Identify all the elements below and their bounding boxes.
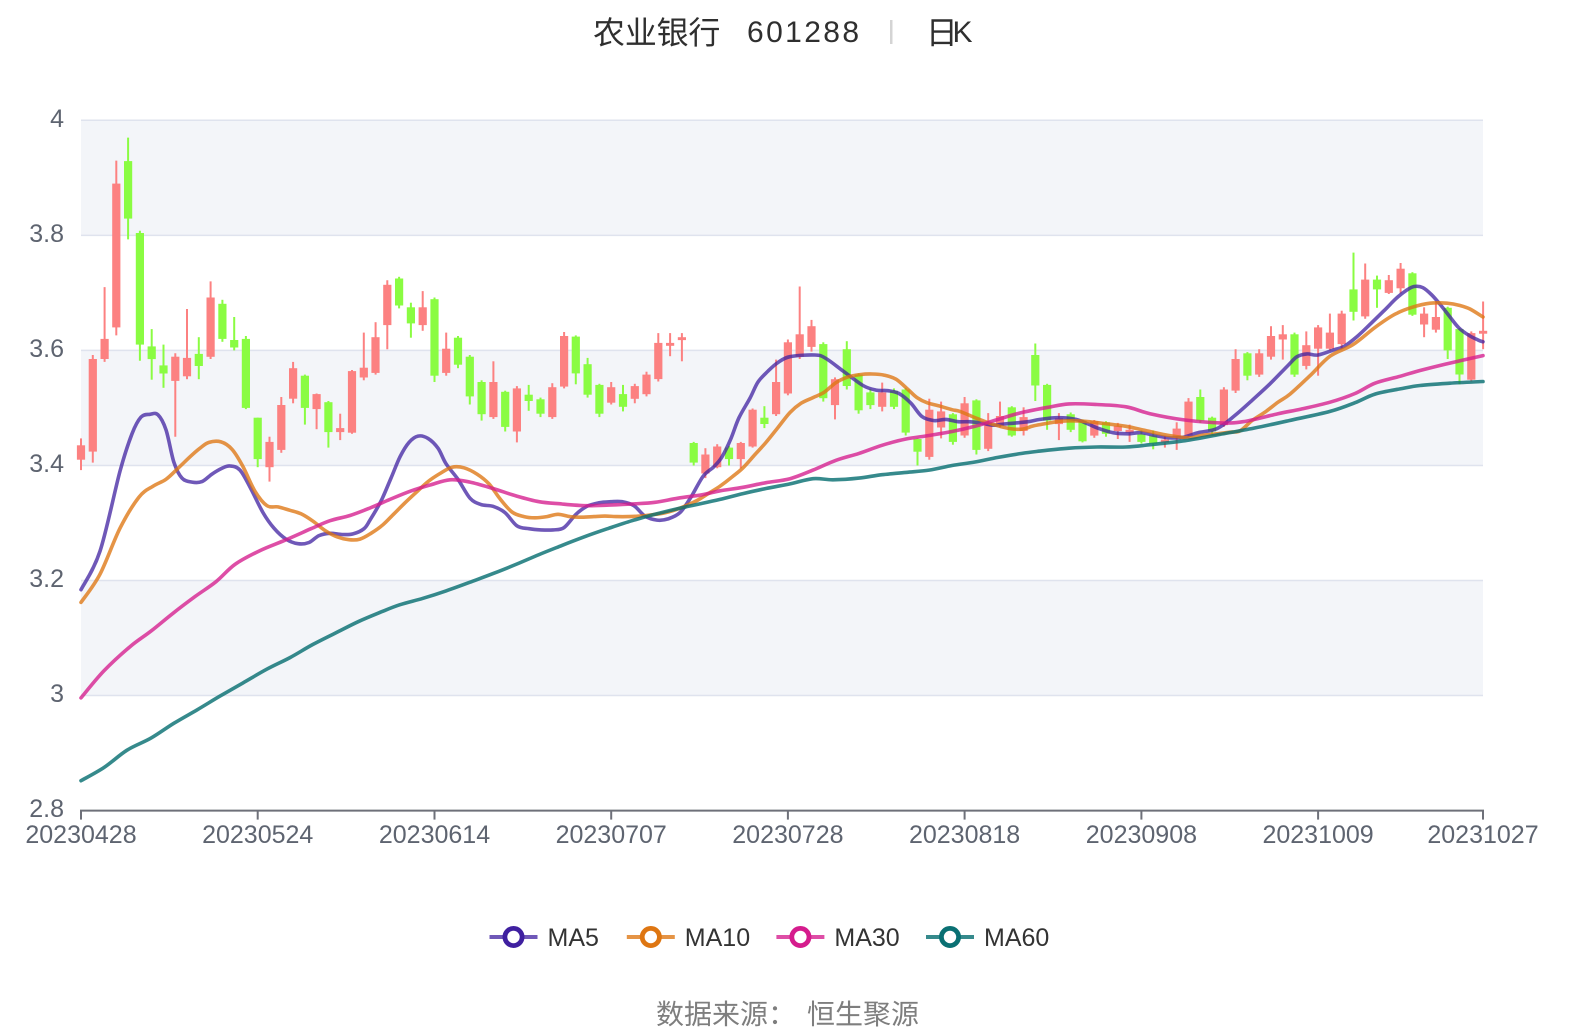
svg-text:20230728: 20230728 bbox=[732, 821, 843, 849]
svg-text:20231009: 20231009 bbox=[1262, 821, 1373, 849]
svg-text:3.2: 3.2 bbox=[29, 565, 64, 593]
svg-text:4: 4 bbox=[50, 105, 64, 133]
svg-text:MA60: MA60 bbox=[984, 924, 1049, 952]
svg-text:MA10: MA10 bbox=[685, 924, 750, 952]
svg-text:MA30: MA30 bbox=[834, 924, 899, 952]
svg-text:3.6: 3.6 bbox=[29, 335, 64, 363]
svg-text:3.8: 3.8 bbox=[29, 220, 64, 248]
svg-text:K: K bbox=[953, 16, 973, 49]
svg-text:MA5: MA5 bbox=[548, 924, 599, 952]
svg-text:20230707: 20230707 bbox=[556, 821, 667, 849]
svg-text:20230908: 20230908 bbox=[1086, 821, 1197, 849]
svg-text:3.4: 3.4 bbox=[29, 450, 64, 478]
svg-text:20230524: 20230524 bbox=[202, 821, 313, 849]
svg-text:3: 3 bbox=[50, 680, 64, 708]
svg-text:20230428: 20230428 bbox=[25, 821, 136, 849]
svg-text:20230614: 20230614 bbox=[379, 821, 490, 849]
svg-text:2.8: 2.8 bbox=[29, 795, 64, 823]
svg-text:20230818: 20230818 bbox=[909, 821, 1020, 849]
svg-text:20231027: 20231027 bbox=[1427, 821, 1538, 849]
